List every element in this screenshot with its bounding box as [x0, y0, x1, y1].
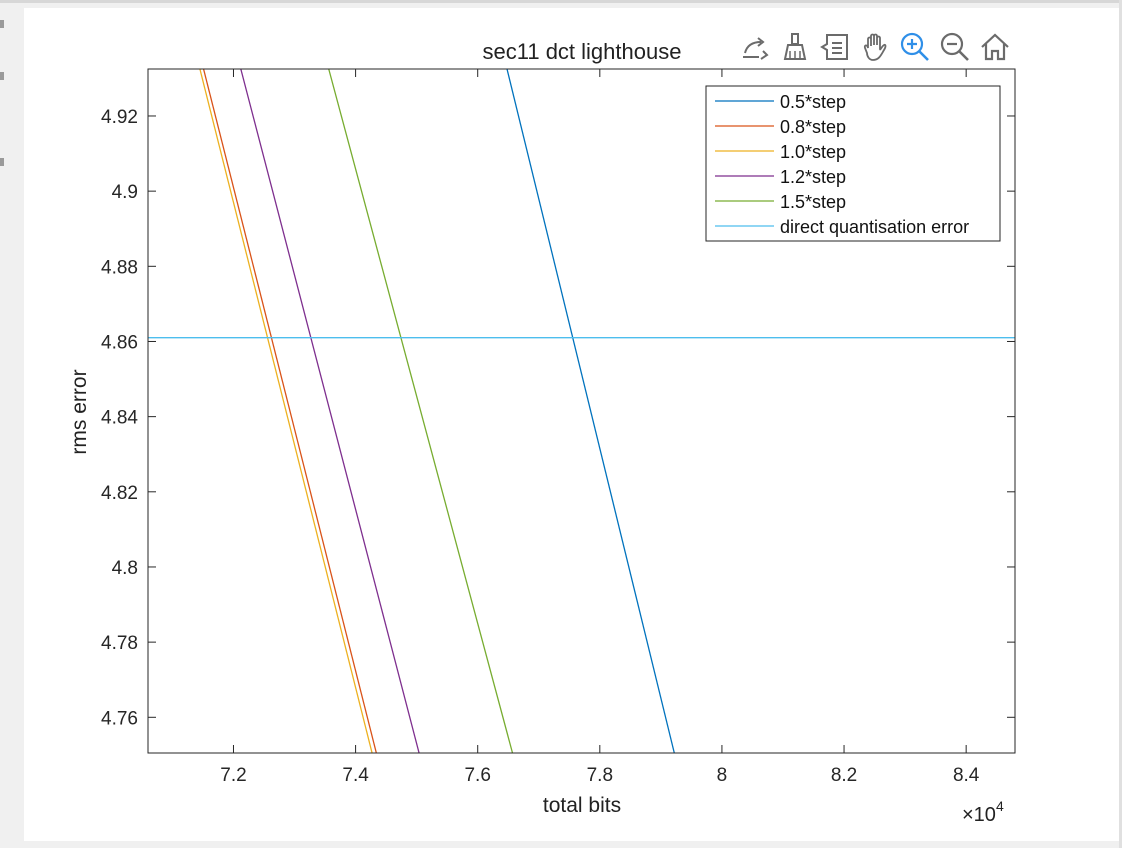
export-button[interactable]	[738, 30, 772, 64]
series-line-0[interactable]	[506, 69, 675, 753]
y-tick-label: 4.86	[101, 332, 138, 353]
x-tick-label: 8.4	[953, 765, 980, 786]
legend[interactable]: 0.5*step 0.8*step 1.0*step 1.2*step 1.5*step…	[705, 85, 1001, 242]
axes-toolbar	[738, 30, 1012, 64]
legend-entry[interactable]: 1.5*step	[780, 192, 846, 212]
zoom-out-icon	[940, 32, 969, 61]
series-line-4[interactable]	[328, 69, 514, 753]
datatip-icon	[820, 34, 848, 60]
x-tick-label: 7.4	[342, 765, 369, 786]
pan-icon	[863, 33, 887, 61]
edge-mark	[0, 20, 4, 28]
zoom-out-button[interactable]	[938, 30, 972, 64]
series-line-3[interactable]	[240, 69, 420, 753]
y-tick-label: 4.88	[101, 257, 138, 278]
legend-box	[705, 85, 1001, 242]
pan-button[interactable]	[858, 30, 892, 64]
x-tick-label: 7.2	[220, 765, 246, 786]
home-icon	[981, 33, 1009, 61]
y-tick-label: 4.9	[112, 182, 138, 203]
legend-entry[interactable]: 0.5*step	[780, 92, 846, 112]
legend-entry[interactable]: 1.0*step	[780, 142, 846, 162]
y-tick-label: 4.82	[101, 483, 138, 504]
brush-button[interactable]	[778, 30, 812, 64]
series-line-2[interactable]	[199, 69, 373, 753]
window-right-border	[1119, 0, 1122, 848]
x-axis-exponent-power: 4	[996, 798, 1004, 814]
legend-entry[interactable]: 1.2*step	[780, 167, 846, 187]
home-button[interactable]	[978, 30, 1012, 64]
legend-entry[interactable]: 0.8*step	[780, 117, 846, 137]
y-tick-label: 4.84	[101, 408, 138, 429]
export-icon	[743, 37, 769, 60]
x-tick-label: 8.2	[831, 765, 857, 786]
datatip-button[interactable]	[818, 30, 852, 64]
series-group	[148, 69, 1015, 753]
series-line-1[interactable]	[202, 69, 377, 753]
axes-box	[147, 68, 1016, 754]
x-tick-label: 7.8	[587, 765, 613, 786]
y-tick-label: 4.78	[101, 633, 138, 654]
brush-icon	[783, 33, 807, 60]
chart-title: sec11 dct lighthouse	[483, 39, 682, 64]
x-tick-label: 8	[717, 765, 728, 786]
y-tick-label: 4.92	[101, 107, 138, 128]
zoom-in-icon	[900, 32, 929, 61]
zoom-in-button[interactable]	[898, 30, 932, 64]
edge-mark	[0, 158, 4, 166]
y-tick-label: 4.8	[112, 558, 138, 579]
x-tick-label: 7.6	[464, 765, 490, 786]
edge-mark	[0, 72, 4, 80]
y-tick-label: 4.76	[101, 708, 138, 729]
y-axis: 4.76 4.78 4.8 4.82 4.84 4.86 4.88 4.9 4.92	[101, 107, 1015, 729]
legend-entry[interactable]: direct quantisation error	[780, 217, 969, 237]
x-axis-exponent-base: ×10	[962, 804, 996, 826]
x-axis-label: total bits	[543, 794, 621, 817]
window-top-border	[0, 0, 1122, 3]
x-axis-exponent: ×104	[962, 798, 1004, 826]
y-axis-label: rms error	[68, 369, 91, 454]
x-axis: 7.2 7.4 7.6 7.8 8 8.2 8.4	[220, 69, 980, 786]
